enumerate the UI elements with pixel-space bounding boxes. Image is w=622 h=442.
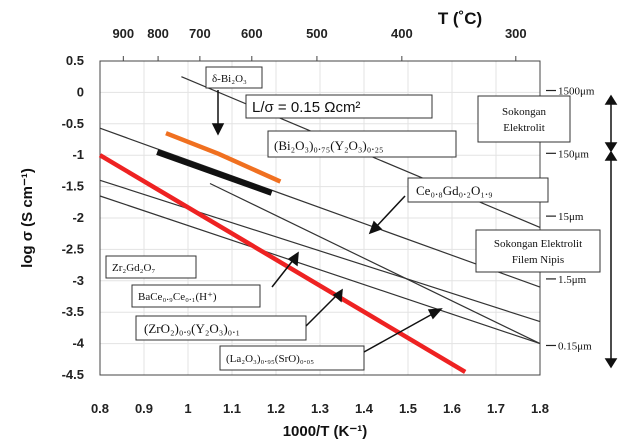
ce-label-box	[407, 177, 549, 203]
bace-label-box	[131, 284, 261, 308]
bi-label-box	[267, 130, 457, 158]
thickness-label: 1500μm	[558, 86, 595, 98]
tick-labels: 0.8 0.9 1 1.1 1.2 1.3 1.4 1.5 1.6 1.7 1.8 0.5 0 -0.5 -…	[62, 26, 595, 416]
sokongan-filem-line1: Sokongan Elektrolit	[494, 238, 582, 250]
x-tick-label: 1.4	[355, 401, 374, 416]
bi-label: (Bi₂O₃)₀.₇₅(Y₂O₃)₀.₂₅	[274, 138, 384, 153]
top-tick-label: 600	[241, 26, 263, 41]
ce-label: Ce₀.₈Gd₀.₂O₁.₉	[416, 183, 493, 198]
thickness-label: 15μm	[558, 211, 584, 223]
arrow-sokongan-bottom-up	[604, 150, 618, 161]
x-tick-label: 0.9	[135, 401, 153, 416]
top-tick-label: 500	[306, 26, 328, 41]
top-axis-label: T (˚C)	[438, 9, 482, 28]
y-tick-label: 0.5	[66, 53, 84, 68]
y-tick-label: -2.5	[62, 241, 84, 256]
x-tick-label: 1.5	[399, 401, 417, 416]
series-line-3	[98, 153, 467, 374]
y-tick-label: -2	[72, 210, 84, 225]
series-line-1	[99, 179, 541, 323]
delta-label-box	[205, 66, 263, 89]
zro-label: (ZrO₂)₀.₉(Y₂O₃)₀.₁	[144, 321, 240, 336]
y-axis-label: log σ (S cm⁻¹)	[19, 168, 36, 268]
x-tick-label: 0.8	[91, 401, 109, 416]
zr-label: Zr₂Gd₂O₇	[112, 262, 155, 274]
x-tick-label: 1	[184, 401, 191, 416]
y-tick-label: -3.5	[62, 304, 84, 319]
sokongan-elektrolit-box	[477, 95, 571, 143]
x-tick-label: 1.1	[223, 401, 241, 416]
x-tick-label: 1.7	[487, 401, 505, 416]
sokongan-filem-line2: Filem Nipis	[512, 254, 564, 266]
top-tick-label: 900	[112, 26, 134, 41]
arrow-sokongan-bottom-down	[604, 358, 618, 369]
y-tick-label: -3	[72, 273, 84, 288]
arrow-sokongan-top-down	[604, 142, 618, 153]
series-line-5	[156, 149, 273, 196]
arrow-ce	[375, 195, 406, 228]
series-line-2	[99, 195, 541, 345]
arrow-bace-head	[287, 251, 299, 267]
arrow-zro-head	[332, 288, 343, 303]
y-tick-label: -0.5	[62, 116, 84, 131]
arrow-bace	[271, 258, 295, 288]
x-tick-label: 1.8	[531, 401, 549, 416]
la-label-box	[219, 345, 365, 371]
top-tick-label: 700	[189, 26, 211, 41]
arrow-delta-head	[211, 123, 225, 136]
bace-label: BaCe₀.₉Ce₀.₁(H⁺)	[138, 291, 217, 303]
ls-label-box	[245, 94, 433, 119]
top-tick-label: 800	[147, 26, 169, 41]
arrow-zro	[305, 293, 339, 327]
y-tick-label: -4.5	[62, 367, 84, 382]
series-line-4	[165, 131, 282, 184]
x-tick-label: 1.6	[443, 401, 461, 416]
top-tick-label: 300	[505, 26, 527, 41]
y-tick-label: -1	[72, 147, 84, 162]
la-label: (La₂O₃)₀.₉₅(SrO)₀.₀₅	[226, 353, 314, 365]
x-axis-label: 1000/T (K⁻¹)	[283, 423, 368, 440]
sokongan-label-line1: Sokongan	[502, 106, 547, 118]
thickness-label: 0.15μm	[558, 340, 592, 352]
series-line-7	[209, 182, 541, 345]
plot-frame	[99, 60, 541, 376]
arrow-la	[363, 311, 437, 353]
y-tick-label: -1.5	[62, 179, 84, 194]
arrow-sokongan-top-up	[604, 94, 618, 105]
zro-label-box	[135, 315, 307, 341]
sokongan-filem-box	[475, 229, 601, 273]
annotation-arrows	[211, 90, 618, 369]
x-tick-label: 1.3	[311, 401, 329, 416]
arrow-la-head	[427, 308, 443, 320]
zr-label-box	[105, 255, 197, 279]
top-tick-label: 400	[391, 26, 413, 41]
x-tick-label: 1.2	[267, 401, 285, 416]
ls-label: L/σ = 0.15 Ωcm²	[252, 99, 360, 116]
thickness-label: 150μm	[558, 148, 589, 160]
y-tick-label: 0	[77, 84, 84, 99]
sokongan-label-line2: Elektrolit	[503, 122, 545, 134]
delta-label: δ-Bi₂O₃	[212, 73, 247, 85]
arrow-ce-head	[368, 220, 383, 235]
thickness-label: 1.5μm	[558, 274, 587, 286]
y-tick-label: -4	[72, 336, 84, 351]
